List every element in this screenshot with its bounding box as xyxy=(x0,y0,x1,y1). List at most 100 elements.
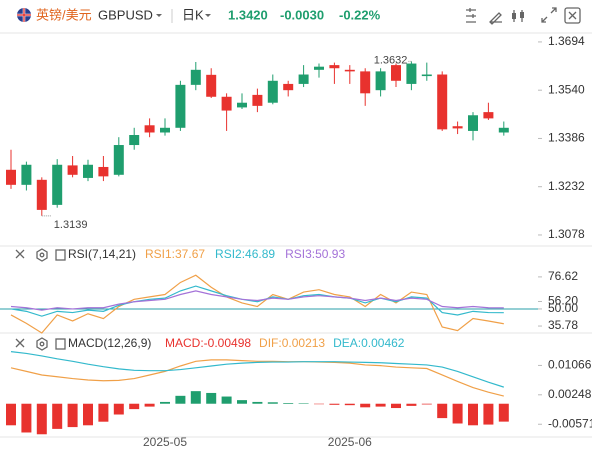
histogram-bar xyxy=(67,403,78,428)
candle-body xyxy=(375,71,386,91)
candle-body xyxy=(190,69,201,85)
candle-body xyxy=(298,74,309,84)
header-bar xyxy=(0,0,592,33)
toolbar-icon[interactable] xyxy=(466,8,476,23)
y-tick-label: 1.3232 xyxy=(548,179,585,193)
histogram-bar xyxy=(83,403,93,426)
histogram-bar xyxy=(190,391,201,404)
indicator-line xyxy=(10,285,504,317)
histogram-bar xyxy=(206,392,217,404)
candle-body xyxy=(129,135,140,146)
histogram-bar xyxy=(375,403,386,407)
toolbar-icon[interactable] xyxy=(512,10,524,22)
legend-entry: RSI3:50.93 xyxy=(285,247,345,261)
histogram-bar xyxy=(329,403,340,405)
histogram-bar xyxy=(144,403,155,407)
candle-body xyxy=(221,96,232,111)
histogram-bar xyxy=(483,403,494,425)
histogram-bar xyxy=(298,403,309,404)
candle-body xyxy=(67,165,78,175)
candle-body xyxy=(52,164,63,205)
annotation: 1.3139 xyxy=(54,219,88,231)
histogram-bar xyxy=(437,403,448,419)
change-pct: -0.22% xyxy=(339,7,381,22)
histogram-bar xyxy=(6,403,16,426)
candle-body xyxy=(498,127,509,133)
candle-body xyxy=(437,74,448,130)
toolbar-icon[interactable] xyxy=(541,7,557,23)
candle-body xyxy=(144,125,155,133)
settings-icon[interactable] xyxy=(36,337,48,351)
histogram-bar xyxy=(267,402,278,404)
chart-icon[interactable] xyxy=(55,338,66,350)
legend-entry: DEA:0.00462 xyxy=(333,336,405,350)
candle-body xyxy=(160,127,170,133)
candle-body xyxy=(113,145,124,175)
settings-icon[interactable] xyxy=(36,248,48,262)
histogram-bar xyxy=(498,403,509,422)
legend-entry: DIF:0.00213 xyxy=(259,336,325,350)
toolbar-icon[interactable] xyxy=(489,12,502,25)
candle-body xyxy=(6,169,16,185)
chart-icon[interactable] xyxy=(55,249,66,261)
dropdown-arrow[interactable] xyxy=(156,14,162,17)
y-tick-label: 35.78 xyxy=(548,318,578,332)
symbol[interactable]: GBPUSD xyxy=(98,7,153,22)
indicator-line xyxy=(10,274,504,334)
annotation: 1.3632 xyxy=(374,54,408,66)
candle-body xyxy=(98,166,109,177)
y-tick-label: 56.20 xyxy=(548,294,578,308)
candle-body xyxy=(329,65,340,69)
histogram-bar xyxy=(314,403,324,405)
histogram-bar xyxy=(252,401,263,404)
histogram-bar xyxy=(283,403,294,404)
histogram-bar xyxy=(468,403,478,426)
indicator-line xyxy=(10,351,504,388)
x-tick-label: 2025-06 xyxy=(328,435,372,449)
candle-body xyxy=(36,179,47,210)
candle-body xyxy=(421,74,432,77)
y-tick-label: 1.3540 xyxy=(548,82,585,96)
histogram-bar xyxy=(360,403,371,408)
legend-entry: RSI2:46.89 xyxy=(215,247,275,261)
period[interactable]: 日K xyxy=(182,7,204,22)
candle-body xyxy=(314,66,324,70)
toolbar-icon[interactable] xyxy=(564,7,581,24)
y-tick-label: 1.3694 xyxy=(548,34,585,48)
candle-body xyxy=(344,69,355,72)
close-icon[interactable] xyxy=(15,338,25,348)
dropdown-arrow[interactable] xyxy=(205,14,211,17)
indicator-line xyxy=(10,290,504,311)
close-icon[interactable] xyxy=(15,249,25,259)
histogram-bar xyxy=(391,403,401,409)
histogram-bar xyxy=(406,403,417,406)
y-tick-label: 0.00248 xyxy=(548,387,592,401)
y-tick-label: 76.62 xyxy=(548,269,578,283)
histogram-bar xyxy=(344,403,355,406)
candle-body xyxy=(468,115,478,131)
indicator-title: MACD(12,26,9) xyxy=(68,336,151,350)
histogram-bar xyxy=(237,400,247,404)
price: 1.3420 xyxy=(228,7,268,22)
candle-body xyxy=(483,112,494,119)
histogram-bar xyxy=(52,403,63,429)
candle-body xyxy=(21,164,32,185)
y-tick-label: 1.3386 xyxy=(548,131,585,145)
candle-body xyxy=(283,83,294,91)
candle-body xyxy=(267,80,278,103)
y-tick-label: 50.00 xyxy=(548,301,578,315)
y-tick-label: -0.00571 xyxy=(548,416,592,430)
candle-body xyxy=(452,126,463,129)
candle-body xyxy=(175,84,186,128)
x-tick-label: 2025-05 xyxy=(143,435,187,449)
pair-name[interactable]: 英镑/美元 xyxy=(36,7,92,22)
candle-body xyxy=(237,102,247,108)
y-tick-label: 0.01066 xyxy=(548,358,592,372)
candle-body xyxy=(252,94,263,106)
histogram-bar xyxy=(452,403,463,424)
legend-entry: MACD:-0.00498 xyxy=(165,336,251,350)
histogram-bar xyxy=(421,403,432,405)
histogram-bar xyxy=(21,403,32,433)
candle-body xyxy=(406,63,417,84)
